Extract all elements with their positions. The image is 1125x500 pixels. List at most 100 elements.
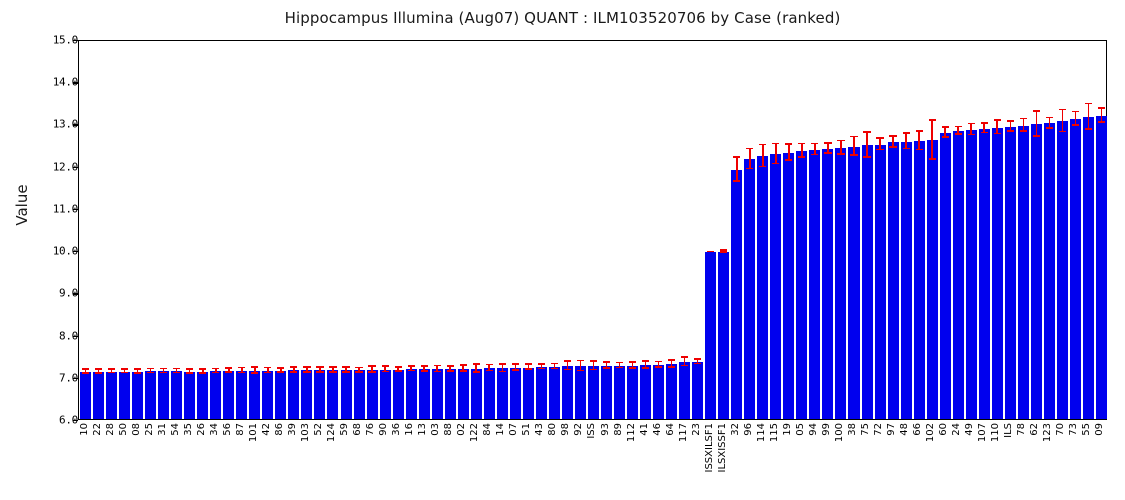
bar-slot[interactable] bbox=[483, 41, 496, 419]
bar[interactable] bbox=[431, 369, 443, 419]
bar[interactable] bbox=[197, 371, 209, 419]
bar[interactable] bbox=[705, 252, 717, 419]
bar[interactable] bbox=[874, 144, 886, 419]
bar[interactable] bbox=[692, 362, 704, 419]
bar[interactable] bbox=[93, 371, 105, 419]
bar[interactable] bbox=[640, 365, 652, 419]
bar[interactable] bbox=[340, 370, 352, 419]
bar[interactable] bbox=[301, 370, 313, 419]
bar[interactable] bbox=[483, 368, 495, 419]
bar-slot[interactable] bbox=[808, 41, 821, 419]
bar-slot[interactable] bbox=[418, 41, 431, 419]
bar[interactable] bbox=[978, 128, 990, 419]
bar[interactable] bbox=[457, 368, 469, 419]
bar-slot[interactable] bbox=[834, 41, 847, 419]
bar[interactable] bbox=[770, 154, 782, 419]
bar[interactable] bbox=[561, 366, 573, 419]
bar[interactable] bbox=[1004, 126, 1016, 419]
bar-slot[interactable] bbox=[287, 41, 300, 419]
bar-slot[interactable] bbox=[965, 41, 978, 419]
bar-slot[interactable] bbox=[522, 41, 535, 419]
bar[interactable] bbox=[249, 370, 261, 419]
bar[interactable] bbox=[822, 148, 834, 419]
bar-slot[interactable] bbox=[274, 41, 287, 419]
bar-slot[interactable] bbox=[1004, 41, 1017, 419]
bar[interactable] bbox=[366, 370, 378, 419]
bar-slot[interactable] bbox=[1056, 41, 1069, 419]
bar[interactable] bbox=[535, 367, 547, 419]
bar-slot[interactable] bbox=[144, 41, 157, 419]
bar[interactable] bbox=[809, 149, 821, 419]
bar-slot[interactable] bbox=[952, 41, 965, 419]
bar-slot[interactable] bbox=[795, 41, 808, 419]
bar-slot[interactable] bbox=[496, 41, 509, 419]
bar[interactable] bbox=[223, 370, 235, 419]
bar[interactable] bbox=[574, 366, 586, 419]
bar-slot[interactable] bbox=[652, 41, 665, 419]
bar[interactable] bbox=[392, 369, 404, 419]
bar-slot[interactable] bbox=[926, 41, 939, 419]
bar-slot[interactable] bbox=[1030, 41, 1043, 419]
bar-slot[interactable] bbox=[613, 41, 626, 419]
bar-slot[interactable] bbox=[600, 41, 613, 419]
bar-slot[interactable] bbox=[340, 41, 353, 419]
bar[interactable] bbox=[353, 370, 365, 419]
bar-slot[interactable] bbox=[1095, 41, 1108, 419]
bar-slot[interactable] bbox=[353, 41, 366, 419]
bar[interactable] bbox=[757, 156, 769, 419]
bar[interactable] bbox=[939, 132, 951, 419]
bar[interactable] bbox=[80, 371, 92, 419]
bar[interactable] bbox=[952, 131, 964, 419]
bar-slot[interactable] bbox=[678, 41, 691, 419]
bar-slot[interactable] bbox=[1043, 41, 1056, 419]
bar-slot[interactable] bbox=[847, 41, 860, 419]
bar[interactable] bbox=[314, 370, 326, 419]
bar[interactable] bbox=[496, 368, 508, 419]
bar-slot[interactable] bbox=[1069, 41, 1082, 419]
bar-slot[interactable] bbox=[92, 41, 105, 419]
bar-slot[interactable] bbox=[131, 41, 144, 419]
bar-slot[interactable] bbox=[704, 41, 717, 419]
bar-slot[interactable] bbox=[548, 41, 561, 419]
bar[interactable] bbox=[900, 141, 912, 419]
bar-slot[interactable] bbox=[639, 41, 652, 419]
bar-slot[interactable] bbox=[756, 41, 769, 419]
bar[interactable] bbox=[262, 370, 274, 419]
bar[interactable] bbox=[210, 371, 222, 419]
bar-slot[interactable] bbox=[874, 41, 887, 419]
bar-slot[interactable] bbox=[392, 41, 405, 419]
bar-slot[interactable] bbox=[665, 41, 678, 419]
bar-slot[interactable] bbox=[261, 41, 274, 419]
bar-slot[interactable] bbox=[978, 41, 991, 419]
bar[interactable] bbox=[509, 367, 521, 419]
bar-slot[interactable] bbox=[509, 41, 522, 419]
bar-slot[interactable] bbox=[105, 41, 118, 419]
bar[interactable] bbox=[1017, 125, 1029, 419]
bar[interactable] bbox=[614, 365, 626, 419]
bar[interactable] bbox=[1082, 117, 1094, 419]
bar-slot[interactable] bbox=[313, 41, 326, 419]
bar[interactable] bbox=[145, 371, 157, 419]
bar-slot[interactable] bbox=[379, 41, 392, 419]
bar[interactable] bbox=[288, 370, 300, 419]
bar-slot[interactable] bbox=[366, 41, 379, 419]
bar[interactable] bbox=[548, 366, 560, 419]
bar[interactable] bbox=[106, 371, 118, 419]
bar[interactable] bbox=[744, 159, 756, 419]
bar[interactable] bbox=[132, 371, 144, 419]
bar[interactable] bbox=[1069, 119, 1081, 419]
bar[interactable] bbox=[470, 368, 482, 419]
bar-slot[interactable] bbox=[444, 41, 457, 419]
bar[interactable] bbox=[327, 370, 339, 419]
bar[interactable] bbox=[601, 365, 613, 419]
bar-slot[interactable] bbox=[769, 41, 782, 419]
bar-slot[interactable] bbox=[248, 41, 261, 419]
bar-slot[interactable] bbox=[222, 41, 235, 419]
bar[interactable] bbox=[796, 150, 808, 419]
bar-slot[interactable] bbox=[157, 41, 170, 419]
bar[interactable] bbox=[887, 142, 899, 419]
bar-slot[interactable] bbox=[900, 41, 913, 419]
bar-slot[interactable] bbox=[782, 41, 795, 419]
bar[interactable] bbox=[848, 146, 860, 419]
bar-slot[interactable] bbox=[913, 41, 926, 419]
